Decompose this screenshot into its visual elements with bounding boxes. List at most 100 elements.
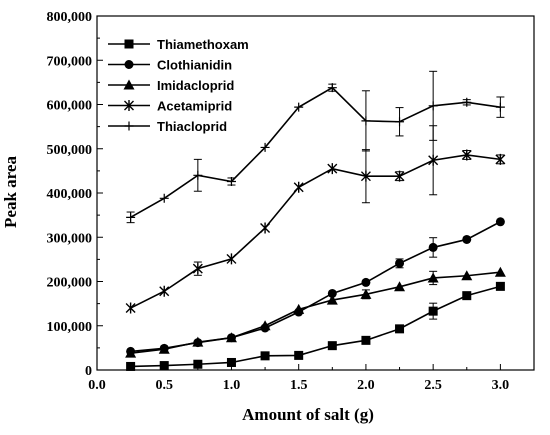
legend-label: Acetamiprid xyxy=(157,99,232,114)
data-point-imidacloprid xyxy=(259,320,271,331)
y-axis-title: Peak area xyxy=(1,156,20,228)
legend-label: Imidacloprid xyxy=(157,78,234,93)
data-point-imidacloprid xyxy=(360,288,372,299)
x-tick-label: 0.5 xyxy=(155,378,173,393)
series-line-thiacloprid xyxy=(130,86,501,219)
data-point-thiamethoxam xyxy=(226,357,236,367)
data-point-acetamiprid xyxy=(394,170,405,182)
x-axis-ticks: 0.0 0.5 1.0 1.5 2.0 2.5 3.0 xyxy=(88,364,509,393)
y-tick-label: 200,000 xyxy=(47,276,93,291)
x-tick-label: 1.5 xyxy=(290,378,308,393)
series-thiacloprid xyxy=(126,70,505,224)
data-point-acetamiprid xyxy=(428,154,439,166)
series-clothianidin xyxy=(126,217,505,356)
legend-item-imidacloprid: Imidacloprid xyxy=(108,78,234,93)
data-point-thiamethoxam xyxy=(462,291,472,301)
series-line-clothianidin xyxy=(130,221,501,353)
legend-label: Thiacloprid xyxy=(157,119,227,134)
data-point-thiacloprid xyxy=(193,170,203,180)
data-point-thiacloprid xyxy=(462,97,472,107)
y-tick-label: 300,000 xyxy=(47,231,93,246)
legend-item-thiamethoxam: Thiamethoxam xyxy=(108,37,249,52)
x-tick-label: 2.5 xyxy=(424,378,442,393)
data-point-imidacloprid xyxy=(158,343,170,354)
data-point-acetamiprid xyxy=(159,285,170,297)
data-point-imidacloprid xyxy=(494,266,506,277)
data-point-clothianidin xyxy=(361,277,371,287)
data-point-thiamethoxam xyxy=(395,324,405,334)
data-point-acetamiprid xyxy=(495,153,506,165)
y-tick-label: 400,000 xyxy=(47,187,93,202)
legend-marker-imidacloprid xyxy=(123,79,135,90)
data-point-clothianidin xyxy=(395,258,405,268)
data-point-thiamethoxam xyxy=(327,341,337,351)
data-point-acetamiprid xyxy=(192,263,203,275)
legend-item-acetamiprid: Acetamiprid xyxy=(108,99,232,114)
data-point-imidacloprid xyxy=(225,332,237,343)
series-layer xyxy=(125,70,506,371)
data-point-acetamiprid xyxy=(461,149,472,161)
data-point-clothianidin xyxy=(495,217,505,227)
data-point-acetamiprid xyxy=(260,222,271,234)
data-point-imidacloprid xyxy=(293,303,305,314)
y-tick-label: 600,000 xyxy=(47,99,93,114)
legend: Thiamethoxam Clothianidin Imidacloprid Acet… xyxy=(108,37,249,134)
legend-marker-acetamiprid xyxy=(124,100,134,111)
y-tick-label: 700,000 xyxy=(47,54,93,69)
y-tick-label: 0 xyxy=(85,364,92,379)
legend-marker-thiamethoxam xyxy=(124,39,134,49)
legend-item-clothianidin: Clothianidin xyxy=(108,58,232,73)
data-point-imidacloprid xyxy=(125,347,137,358)
data-point-imidacloprid xyxy=(394,281,406,292)
data-point-thiacloprid xyxy=(395,117,405,127)
data-point-imidacloprid xyxy=(192,336,204,347)
data-point-thiamethoxam xyxy=(159,361,169,371)
data-point-clothianidin xyxy=(462,234,472,244)
x-tick-label: 3.0 xyxy=(492,378,510,393)
y-axis-ticks: 0 100,000 200,000 300,000 400,000 500,000 600,… xyxy=(47,10,103,379)
data-point-thiamethoxam xyxy=(260,351,270,361)
data-point-thiamethoxam xyxy=(495,281,505,291)
x-tick-label: 1.0 xyxy=(223,378,241,393)
data-point-acetamiprid xyxy=(360,170,371,182)
data-point-thiamethoxam xyxy=(428,306,438,316)
data-point-thiamethoxam xyxy=(126,361,136,371)
data-point-thiacloprid xyxy=(226,176,236,186)
data-point-thiacloprid xyxy=(159,193,169,203)
data-point-imidacloprid xyxy=(427,272,439,283)
x-axis-title: Amount of salt (g) xyxy=(242,405,374,424)
legend-item-thiacloprid: Thiacloprid xyxy=(108,119,227,134)
x-tick-label: 2.0 xyxy=(357,378,375,393)
series-line-imidacloprid xyxy=(130,271,501,354)
data-point-thiacloprid xyxy=(294,102,304,112)
data-point-imidacloprid xyxy=(326,294,338,305)
series-thiamethoxam xyxy=(126,281,505,371)
y-tick-label: 500,000 xyxy=(47,143,93,158)
data-point-acetamiprid xyxy=(226,253,237,265)
legend-marker-thiacloprid xyxy=(124,121,134,131)
data-point-thiamethoxam xyxy=(294,350,304,360)
legend-marker-clothianidin xyxy=(124,60,134,69)
data-point-clothianidin xyxy=(327,288,337,298)
data-point-imidacloprid xyxy=(461,270,473,281)
series-line-acetamiprid xyxy=(130,154,501,309)
legend-label: Clothianidin xyxy=(157,58,232,73)
data-point-clothianidin xyxy=(428,242,438,252)
data-point-thiacloprid xyxy=(126,212,136,222)
data-point-thiacloprid xyxy=(260,142,270,152)
data-point-acetamiprid xyxy=(125,302,136,314)
series-line-thiamethoxam xyxy=(130,285,501,368)
data-point-thiacloprid xyxy=(428,101,438,111)
data-point-thiacloprid xyxy=(327,83,337,93)
data-point-thiamethoxam xyxy=(193,359,203,369)
data-point-thiacloprid xyxy=(495,102,505,112)
y-tick-label: 800,000 xyxy=(47,10,93,25)
series-imidacloprid xyxy=(125,266,506,358)
x-tick-label: 0.0 xyxy=(88,378,106,393)
data-point-thiacloprid xyxy=(361,116,371,126)
data-point-acetamiprid xyxy=(327,163,338,175)
y-tick-label: 100,000 xyxy=(47,320,93,335)
series-acetamiprid xyxy=(125,125,506,314)
data-point-thiamethoxam xyxy=(361,335,371,345)
